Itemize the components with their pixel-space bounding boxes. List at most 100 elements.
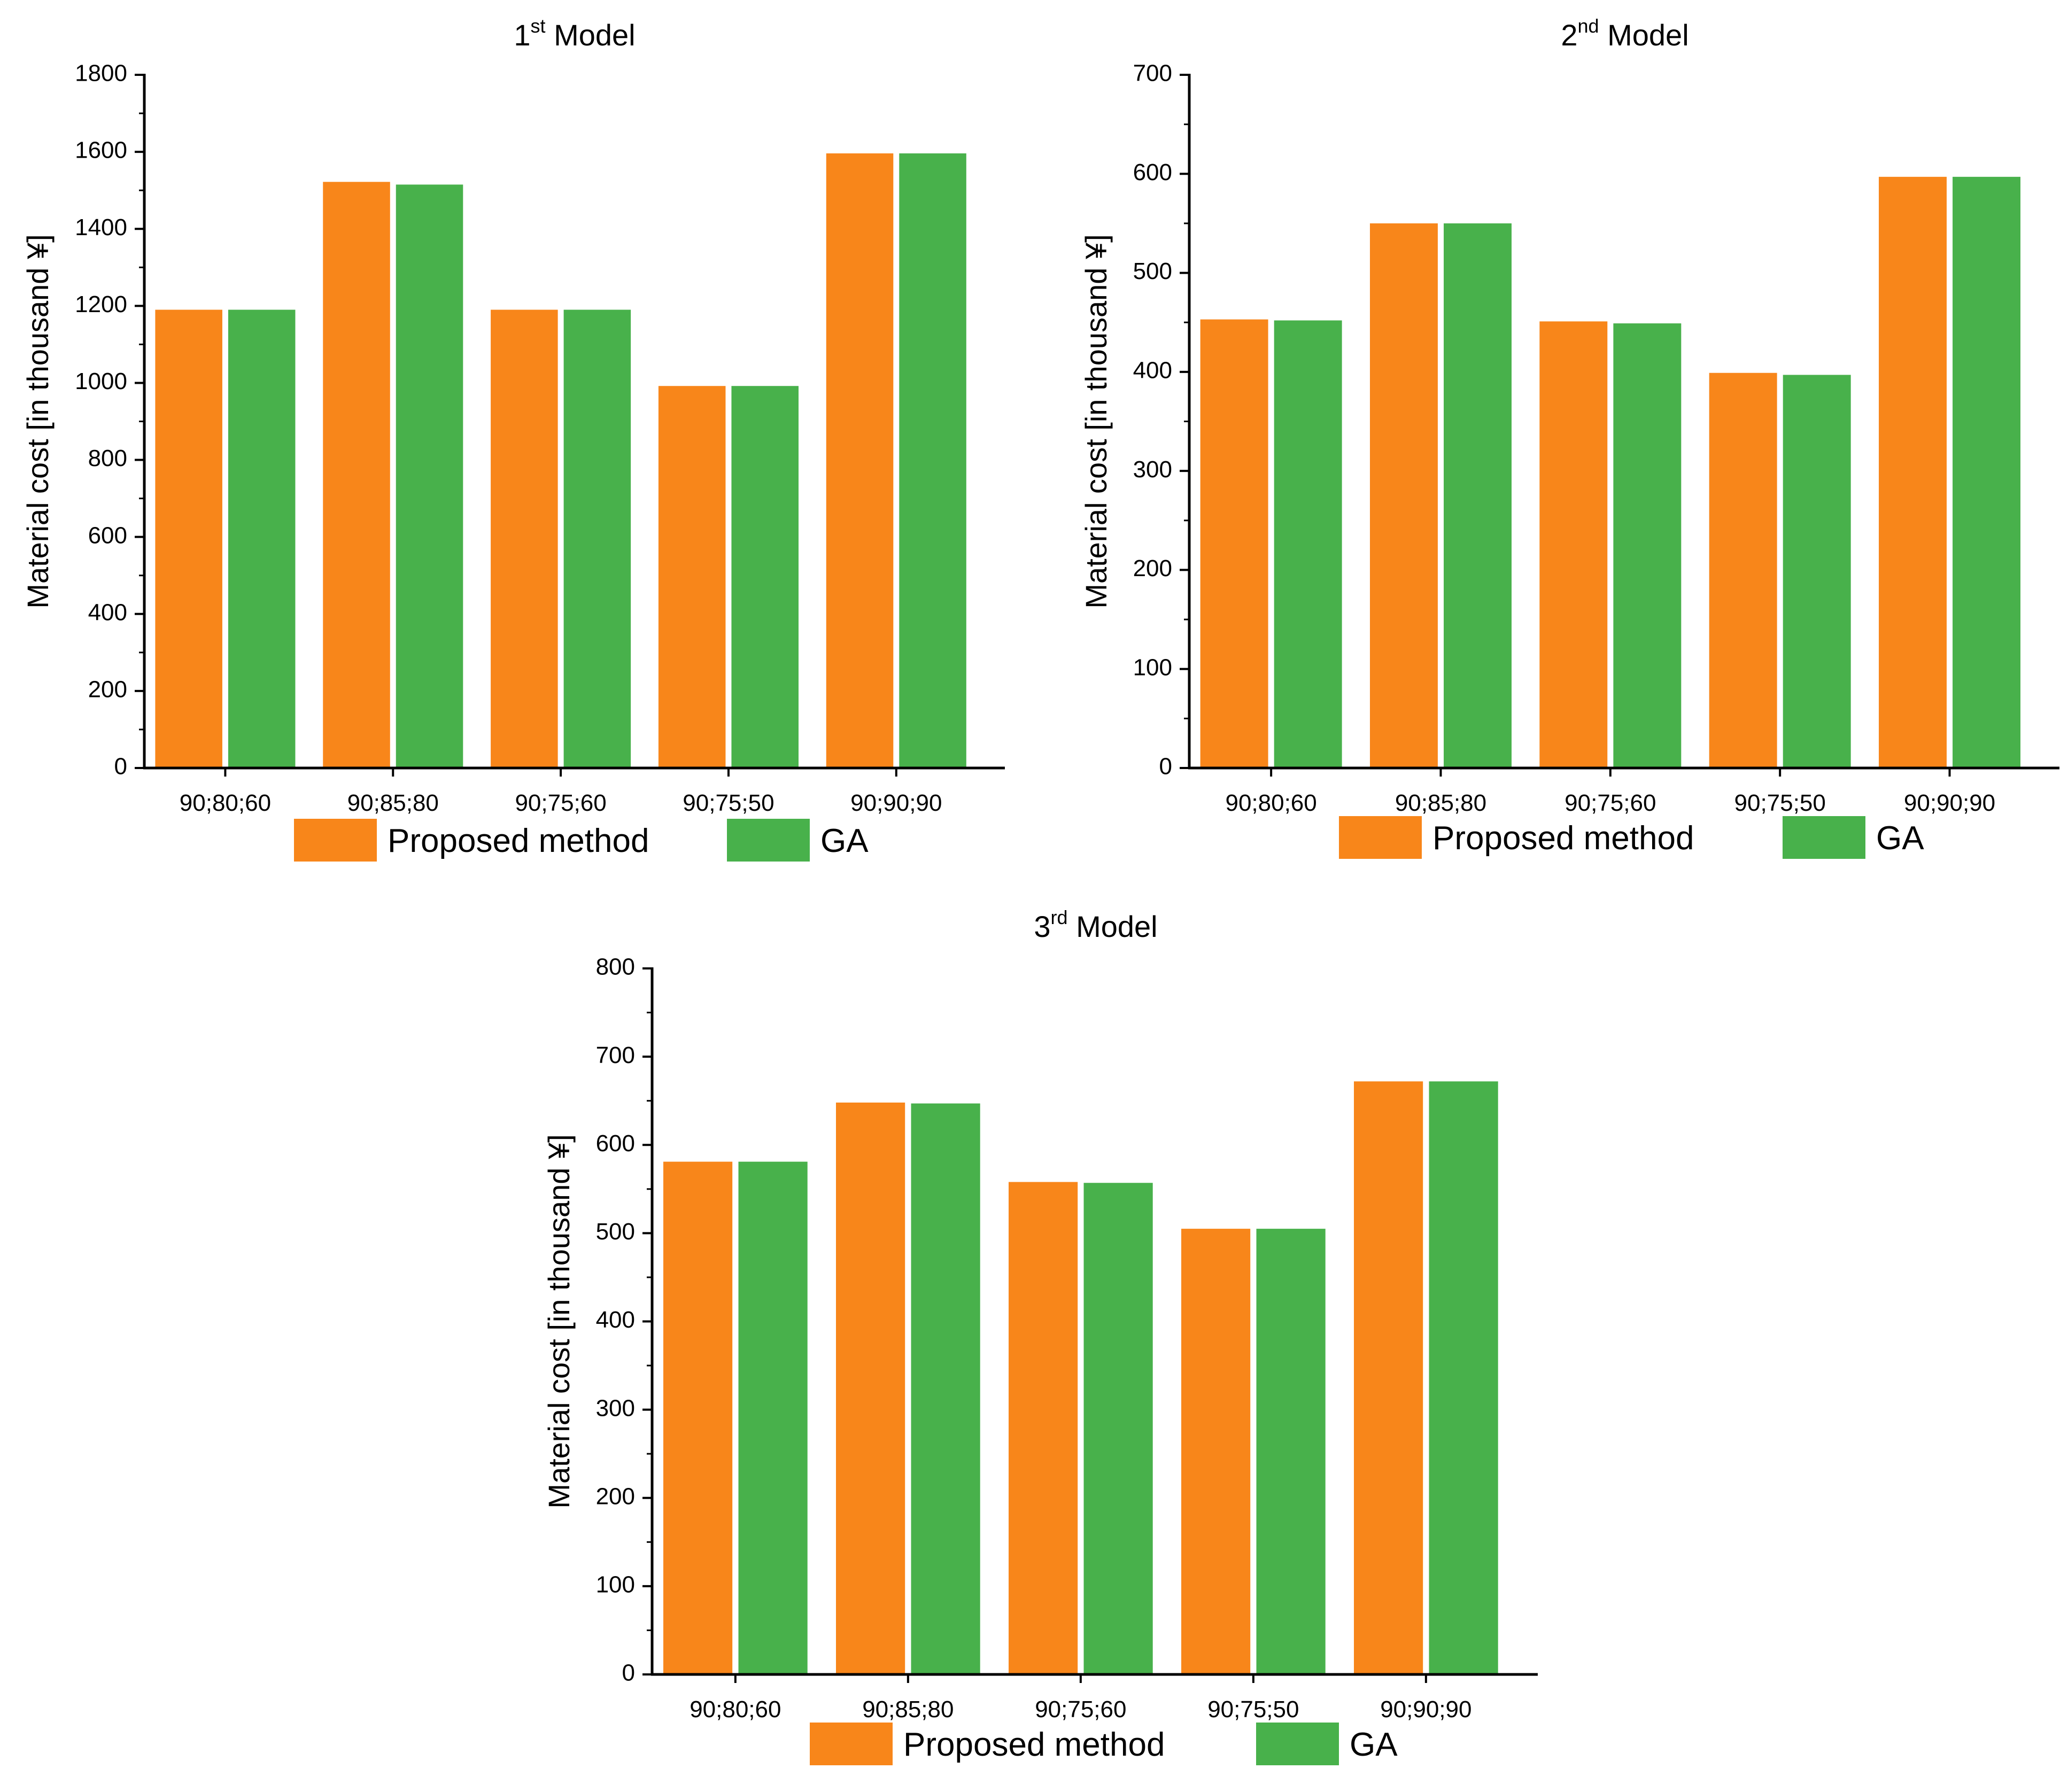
- y-tick-label: 200: [596, 1483, 635, 1509]
- bar-proposed-2: [323, 182, 390, 768]
- chart-title-number: 1: [514, 18, 530, 52]
- bar-ga-1: [228, 309, 296, 768]
- legend-swatch-proposed: [294, 819, 377, 862]
- legend-label-proposed: Proposed method: [1432, 820, 1694, 857]
- bar-ga-5: [1953, 176, 2021, 769]
- y-tick-label: 600: [596, 1130, 635, 1157]
- y-tick-label: 400: [596, 1307, 635, 1333]
- y-tick-label: 700: [596, 1042, 635, 1068]
- bar-proposed-5: [1354, 1081, 1423, 1674]
- chart-title-superscript: rd: [1051, 906, 1068, 928]
- x-tick-label: 90;75;50: [1734, 790, 1826, 816]
- y-tick-label: 700: [1133, 60, 1172, 87]
- bar-ga-2: [1444, 223, 1512, 768]
- bar-proposed-1: [663, 1161, 733, 1674]
- y-tick-label: 800: [88, 445, 127, 471]
- legend-swatch-ga: [1256, 1723, 1339, 1765]
- y-tick-label: 1000: [75, 368, 127, 394]
- y-axis-label: Material cost [in thousand ¥]: [542, 1134, 576, 1508]
- legend-label-proposed: Proposed method: [903, 1726, 1165, 1763]
- x-tick-label: 90;75;50: [683, 790, 774, 816]
- chart-title-superscript: nd: [1578, 15, 1599, 37]
- y-tick-label: 600: [88, 522, 127, 548]
- bar-proposed-4: [658, 386, 726, 768]
- chart-title-number: 3: [1034, 910, 1050, 943]
- x-tick-label: 90;80;60: [1225, 790, 1316, 816]
- legend-label-ga: GA: [1350, 1726, 1398, 1763]
- legend-label-ga: GA: [1876, 820, 1924, 857]
- bar-ga-3: [1083, 1183, 1153, 1674]
- x-tick-label: 90;90;90: [850, 790, 942, 816]
- x-tick-label: 90;85;80: [347, 790, 439, 816]
- bar-proposed-4: [1181, 1229, 1251, 1674]
- bar-proposed-2: [1369, 223, 1438, 768]
- x-tick-label: 90;85;80: [1395, 790, 1486, 816]
- y-tick-label: 200: [1133, 555, 1172, 581]
- y-tick-label: 1200: [75, 291, 127, 317]
- bar-ga-4: [1256, 1229, 1326, 1674]
- y-axis-label: Material cost [in thousand ¥]: [21, 234, 55, 608]
- x-tick-label: 90;80;60: [690, 1696, 781, 1723]
- chart-title-suffix: Model: [1599, 18, 1689, 52]
- y-tick-label: 1800: [75, 60, 127, 87]
- chart-3rd-model: 3rd Model Material cost [in thousand ¥] 90…: [542, 906, 1538, 1765]
- x-tick-label: 90;75;50: [1207, 1696, 1299, 1723]
- chart-1st-model: 1st Model Material cost [in thousand ¥] 90…: [21, 15, 1005, 862]
- y-tick-label: 1600: [75, 137, 127, 164]
- y-tick-label: 800: [596, 954, 635, 980]
- y-tick-label: 300: [596, 1395, 635, 1421]
- bar-proposed-1: [155, 309, 222, 768]
- bar-ga-1: [738, 1161, 808, 1674]
- y-tick-label: 300: [1133, 456, 1172, 483]
- bar-ga-3: [1613, 323, 1682, 768]
- x-tick-label: 90;75;60: [515, 790, 606, 816]
- chart-title: 2nd Model: [1561, 15, 1689, 52]
- legend-label-ga: GA: [820, 823, 869, 859]
- bar-ga-1: [1274, 320, 1342, 768]
- y-tick-label: 400: [88, 599, 127, 625]
- bar-ga-5: [899, 153, 966, 768]
- y-tick-label: 0: [622, 1660, 635, 1686]
- y-tick-label: 0: [114, 754, 127, 780]
- bar-ga-4: [731, 386, 799, 768]
- bar-proposed-5: [1879, 176, 1947, 769]
- y-axis-label: Material cost [in thousand ¥]: [1079, 234, 1113, 608]
- bar-ga-5: [1429, 1081, 1498, 1674]
- chart-title-suffix: Model: [1068, 910, 1158, 943]
- bar-ga-2: [911, 1103, 980, 1674]
- bar-ga-3: [563, 309, 631, 768]
- chart-title: 3rd Model: [1034, 906, 1157, 943]
- y-tick-label: 0: [1159, 754, 1172, 780]
- bar-proposed-2: [835, 1102, 905, 1674]
- y-tick-label: 500: [1133, 258, 1172, 284]
- x-tick-label: 90;75;60: [1564, 790, 1656, 816]
- bar-proposed-3: [1008, 1182, 1078, 1674]
- y-tick-label: 600: [1133, 159, 1172, 185]
- legend-swatch-proposed: [1339, 816, 1422, 859]
- bar-proposed-3: [491, 309, 558, 768]
- y-tick-label: 100: [596, 1572, 635, 1598]
- y-tick-label: 1400: [75, 214, 127, 241]
- y-tick-label: 500: [596, 1219, 635, 1245]
- x-tick-label: 90;80;60: [180, 790, 271, 816]
- x-tick-label: 90;75;60: [1035, 1696, 1126, 1723]
- legend-swatch-proposed: [810, 1723, 893, 1765]
- x-tick-label: 90;85;80: [862, 1696, 954, 1723]
- y-tick-label: 100: [1133, 654, 1172, 680]
- legend-label-proposed: Proposed method: [388, 823, 649, 859]
- y-tick-label: 200: [88, 677, 127, 703]
- legend-swatch-ga: [1783, 816, 1865, 859]
- y-tick-label: 400: [1133, 357, 1172, 383]
- chart-title-superscript: st: [531, 15, 546, 37]
- bar-proposed-4: [1709, 373, 1777, 768]
- bar-proposed-3: [1539, 321, 1608, 768]
- x-tick-label: 90;90;90: [1904, 790, 1995, 816]
- chart-title-suffix: Model: [546, 18, 636, 52]
- legend-swatch-ga: [727, 819, 810, 862]
- bar-ga-2: [396, 184, 463, 768]
- chart-title: 1st Model: [514, 15, 635, 52]
- bar-proposed-5: [826, 153, 894, 768]
- chart-2nd-model: 2nd Model Material cost [in thousand ¥] 90…: [1079, 15, 2059, 859]
- bar-ga-4: [1783, 375, 1851, 768]
